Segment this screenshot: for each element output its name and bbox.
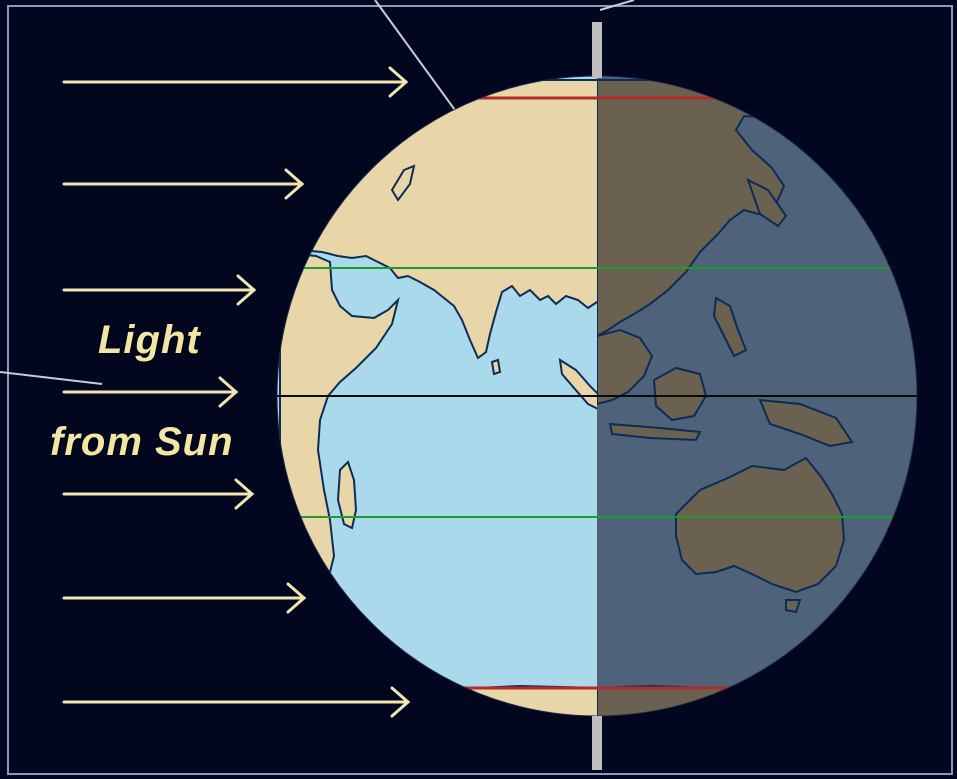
land-sumatra-day [558,358,597,412]
light-from-sun-label-line1: Light [98,318,201,362]
land-australia [675,456,846,594]
rotation-axis-south [592,716,602,770]
sun-ray-arrow [62,168,305,200]
sun-ray-arrow [62,478,255,510]
sun-ray-arrow [62,376,239,408]
sun-ray-arrow [62,686,411,718]
earth-globe [277,76,917,716]
land-borneo [652,366,708,422]
light-from-sun-label-line2: from Sun [50,420,234,464]
land-new-guinea [758,398,854,448]
sun-ray-arrow [62,66,409,98]
sun-ray-arrow [62,582,307,614]
land-madagascar [336,460,358,530]
rotation-axis-north [592,22,602,78]
land-indochina [597,328,654,406]
land-java [608,422,702,442]
sunlight-arrows [62,66,411,718]
callout-line-top-right [599,0,635,11]
diagram-frame [7,5,953,775]
callout-line-light [0,371,103,385]
land-tasmania [785,599,802,614]
land-africa [279,250,400,581]
sun-ray-arrow [62,274,257,306]
land-japan [746,177,788,228]
land-philippines [712,296,748,358]
land-sri-lanka [490,358,502,376]
land-scandinavia [390,164,416,202]
